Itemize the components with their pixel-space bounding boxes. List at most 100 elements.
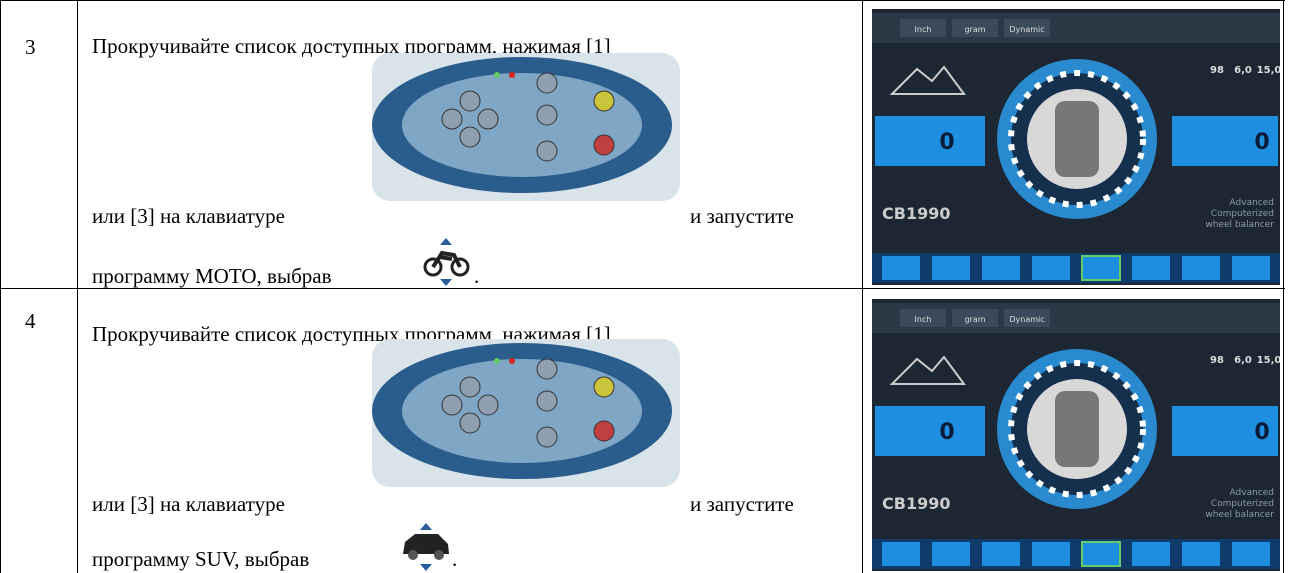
wheel [450, 257, 470, 277]
tab-label: gram [964, 25, 985, 34]
cell-border [1283, 289, 1284, 573]
bottom-button [1182, 542, 1220, 566]
dimension: 98 [1210, 65, 1224, 76]
bottom-button [1032, 542, 1070, 566]
instruction-text: . [452, 547, 458, 571]
machine-screen: Inch gram Dynamic 98 6,0 15,0 0 0 CB1990 Advanced… [872, 299, 1280, 571]
key [536, 140, 558, 162]
caption: wheel balancer [1205, 510, 1274, 520]
caption: wheel balancer [1205, 220, 1274, 230]
value-box-left [875, 406, 985, 456]
bottom-button [882, 542, 920, 566]
arrow-down [420, 564, 432, 571]
instruction-text: . [474, 264, 480, 288]
bottom-button [882, 256, 920, 280]
dimension: 6,0 [1234, 355, 1252, 366]
key [593, 376, 615, 398]
key [441, 394, 463, 416]
bottom-button [1032, 256, 1070, 280]
cell-border [862, 289, 863, 573]
caption: Advanced [1230, 488, 1274, 498]
arrow-up [440, 238, 452, 245]
key [536, 72, 558, 94]
bottom-button [1081, 541, 1121, 567]
bottom-button [1182, 256, 1220, 280]
cell-border [1283, 1, 1284, 289]
program-icon [403, 523, 449, 571]
bottom-button [1232, 542, 1270, 566]
bottom-button [982, 256, 1020, 280]
cell-border [0, 1, 1, 289]
keyboard-inner [402, 359, 642, 463]
bottom-button [982, 542, 1020, 566]
bottom-button [932, 542, 970, 566]
step-number: 3 [25, 35, 36, 59]
instruction-text: и запустите [690, 492, 794, 516]
tab-label: Inch [915, 315, 932, 324]
led [494, 72, 500, 78]
cell-border [77, 289, 78, 573]
instruction-text: программу SUV, выбрав [92, 547, 310, 571]
table-row: 3 Прокручивайте список доступных программ… [0, 0, 1285, 289]
right-value: 0 [1254, 130, 1269, 155]
key [593, 134, 615, 156]
key [459, 412, 481, 434]
key [593, 420, 615, 442]
tab [1004, 19, 1050, 37]
instruction-text: или [3] на клавиатуре [92, 204, 285, 228]
machine-screen: Inch gram Dynamic 98 6,0 15,0 0 0 CB1990 Advanced… [872, 9, 1280, 285]
cell-border [0, 289, 1, 573]
cell-border [77, 1, 78, 289]
tab-label: Inch [915, 25, 932, 34]
suv-body [403, 534, 449, 554]
caption: Computerized [1211, 499, 1274, 509]
tab [900, 309, 946, 327]
right-value: 0 [1254, 420, 1269, 445]
key [477, 108, 499, 130]
bottom-button [1132, 256, 1170, 280]
arrow-up [420, 523, 432, 530]
led [494, 358, 500, 364]
value-box-left [875, 116, 985, 166]
key [459, 126, 481, 148]
caption: Advanced [1230, 198, 1274, 208]
tab-label: Dynamic [1009, 315, 1044, 324]
key [459, 376, 481, 398]
instruction-text: и запустите [690, 204, 794, 228]
tab [952, 309, 998, 327]
step-number: 4 [25, 309, 36, 333]
tab [952, 19, 998, 37]
wheel [423, 257, 443, 277]
key [536, 104, 558, 126]
mountain-logo [889, 355, 966, 385]
moto-body [431, 250, 462, 269]
mountain-logo [889, 65, 966, 95]
keyboard-image [372, 339, 680, 487]
bottom-button [1081, 255, 1121, 281]
dimension: 98 [1210, 355, 1224, 366]
keyboard-inner [402, 73, 642, 177]
left-value: 0 [939, 420, 954, 445]
instruction-text: или [3] на клавиатуре [92, 492, 285, 516]
cell-border [862, 1, 863, 289]
dimension: 15,0 [1257, 355, 1280, 366]
tab-label: Dynamic [1009, 25, 1044, 34]
led [509, 72, 515, 78]
instruction-text: программу МОТО, выбрав [92, 264, 332, 288]
key [536, 358, 558, 380]
tire [1055, 101, 1099, 177]
bottom-button [1232, 256, 1270, 280]
program-icon [423, 238, 470, 286]
key [536, 426, 558, 448]
key [459, 90, 481, 112]
bottom-button [1132, 542, 1170, 566]
key [477, 394, 499, 416]
model: CB1990 [882, 204, 950, 223]
tab [1004, 309, 1050, 327]
tire [1055, 391, 1099, 467]
arrow-down [440, 279, 452, 286]
value-box-right [1172, 116, 1278, 166]
tab-label: gram [964, 315, 985, 324]
left-value: 0 [939, 130, 954, 155]
